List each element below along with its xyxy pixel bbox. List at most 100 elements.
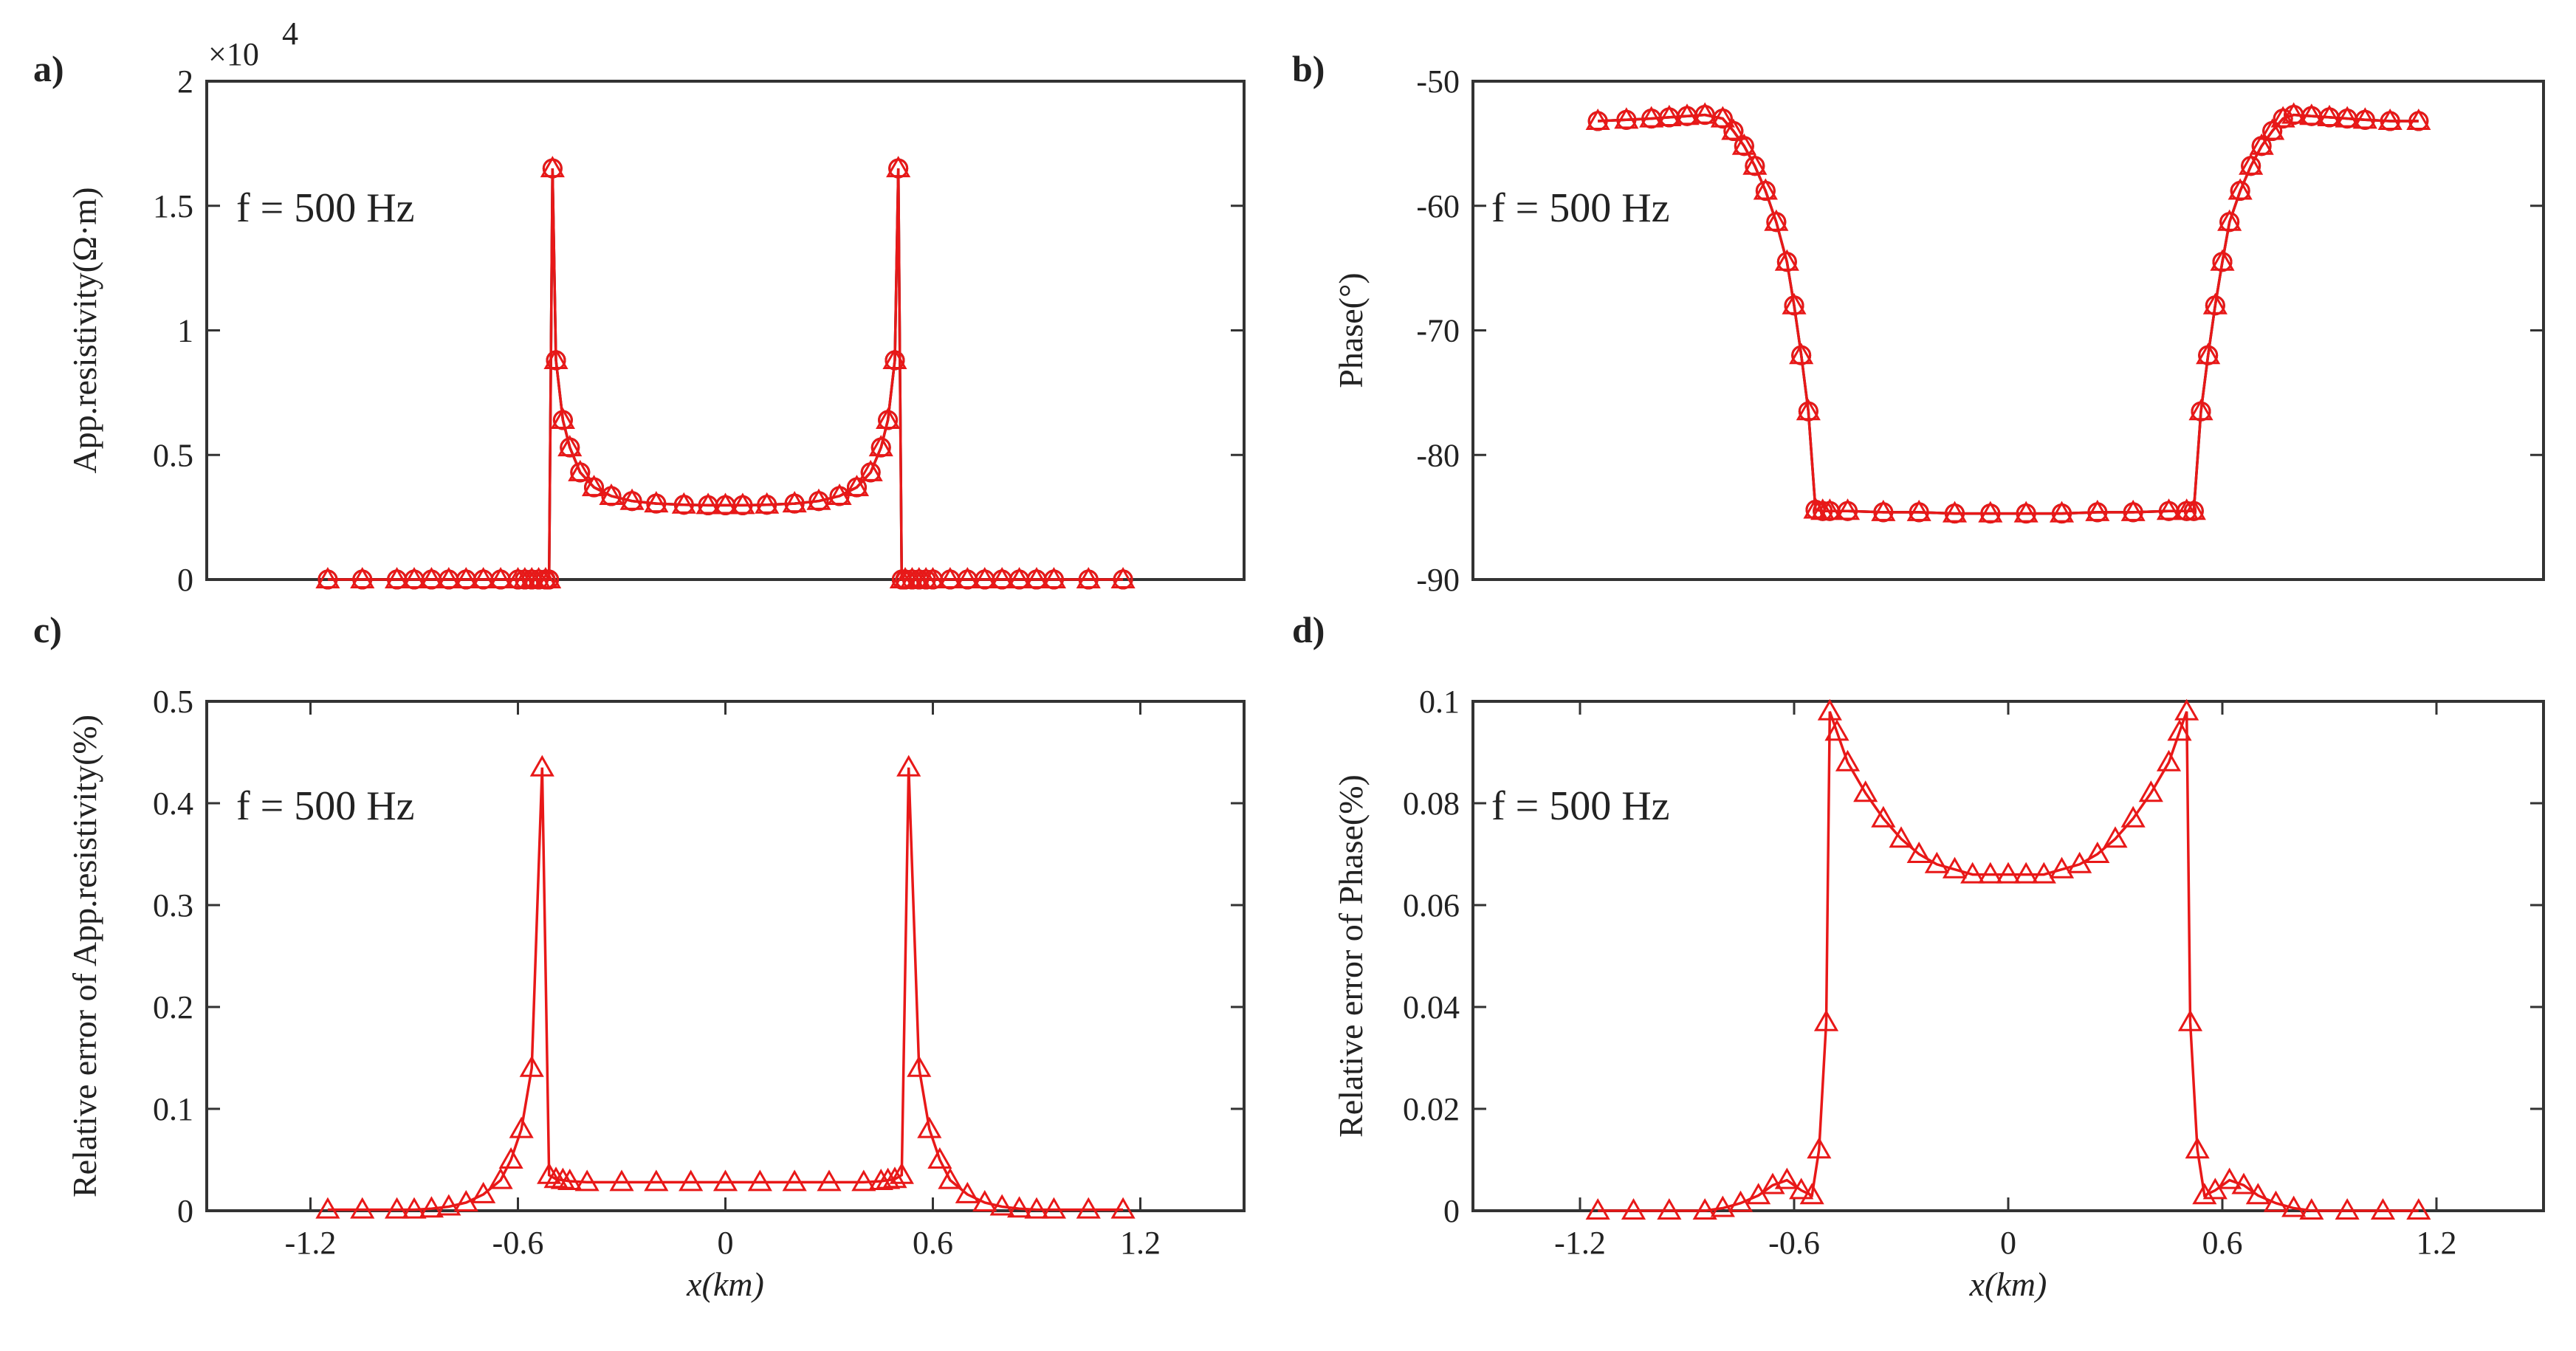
data-point — [1024, 1197, 1049, 1219]
data-point-circle — [508, 569, 528, 590]
data-point-circle — [860, 462, 881, 483]
data-point — [1774, 1167, 1799, 1189]
data-point — [2406, 1197, 2431, 1220]
data-point — [1799, 1183, 1824, 1205]
data-point-circle — [552, 410, 573, 430]
data-point — [2156, 749, 2182, 771]
data-point — [2138, 780, 2163, 802]
data-point — [1657, 1197, 1682, 1220]
data-point — [851, 1169, 876, 1192]
data-point — [1996, 862, 2021, 884]
data-point — [2167, 719, 2192, 741]
data-point-circle — [2273, 109, 2293, 129]
data-point-circle — [2052, 503, 2072, 524]
y-tick-label: 0.2 — [153, 989, 193, 1025]
data-point — [2067, 851, 2092, 873]
data-point — [1585, 1197, 1610, 1220]
data-point — [419, 1196, 444, 1218]
data-point — [2192, 1183, 2217, 1205]
data-point-circle — [1873, 502, 1894, 523]
data-point-circle — [846, 477, 867, 498]
data-point — [1728, 1190, 1754, 1212]
data-point — [609, 1169, 634, 1192]
data-point — [817, 1169, 842, 1192]
y-tick-label: -90 — [1416, 562, 1460, 598]
data-point-circle — [885, 350, 905, 371]
x-tick-label: 1.2 — [1120, 1225, 1161, 1261]
x-tick-label: -0.6 — [492, 1225, 544, 1261]
data-point — [2085, 841, 2110, 863]
data-point-circle — [646, 493, 667, 514]
data-point-circle — [1616, 109, 1637, 130]
data-point-circle — [352, 569, 373, 590]
data-point — [2217, 1167, 2242, 1189]
data-point — [1924, 851, 1949, 873]
data-point-circle — [878, 410, 899, 430]
data-point-circle — [601, 486, 622, 506]
data-point-circle — [1980, 503, 2001, 524]
data-point — [679, 1169, 704, 1192]
y-tick-label: 1.5 — [153, 188, 193, 224]
data-point — [644, 1169, 669, 1192]
x-tick-label: 0 — [718, 1225, 734, 1261]
plot-area — [205, 700, 1246, 1212]
x-tick-label: 0 — [2000, 1225, 2016, 1261]
series-line — [1598, 113, 2419, 515]
x-tick-label: 1.2 — [2417, 1225, 2457, 1261]
data-point-circle — [1791, 345, 1812, 365]
data-point-circle — [732, 495, 753, 515]
data-point-circle — [808, 491, 829, 512]
data-point-circle — [2212, 252, 2233, 272]
y-tick-label: -80 — [1416, 437, 1460, 473]
data-point-circle — [2408, 111, 2429, 131]
y-tick-label: 1 — [177, 313, 193, 349]
data-point-circle — [2251, 136, 2272, 157]
data-point — [2174, 698, 2199, 721]
data-point — [315, 1197, 340, 1219]
data-point — [2049, 856, 2075, 879]
data-point — [889, 1162, 914, 1184]
data-point-circle — [1712, 109, 1733, 129]
data-point — [529, 754, 554, 777]
panel-label: a) — [33, 48, 64, 89]
data-point — [1807, 1137, 1832, 1159]
data-point — [1817, 698, 1842, 721]
data-point — [1853, 780, 1878, 802]
data-point-circle — [1078, 569, 1099, 590]
data-point — [1824, 719, 1849, 741]
data-point-circle — [1909, 502, 1929, 523]
x-tick-label: -1.2 — [285, 1225, 337, 1261]
data-point-circle — [1813, 501, 1833, 521]
data-point — [557, 1168, 583, 1190]
data-point-circle — [1798, 401, 1818, 422]
data-point-circle — [2380, 111, 2400, 131]
data-point-circle — [2123, 502, 2143, 523]
series-numerical — [315, 156, 1136, 590]
series-numerical — [1585, 102, 2431, 524]
x-tick-label: -0.6 — [1768, 1225, 1820, 1261]
frequency-annotation: f = 500 Hz — [1491, 185, 1670, 231]
panel-b: -90 -80 -70 -60 -50 b) Phase(°) f = 500 Hz — [1292, 48, 2545, 598]
data-point — [509, 1116, 534, 1138]
data-point — [1960, 862, 1985, 884]
data-point-circle — [2241, 156, 2261, 176]
panel-label: c) — [33, 609, 62, 650]
frequency-annotation: f = 500 Hz — [236, 783, 415, 829]
data-point — [989, 1194, 1014, 1216]
y-axis-label: App.resistivity(Ω·m) — [66, 187, 103, 473]
data-point-circle — [901, 569, 922, 590]
x-tick-label: 0.6 — [2202, 1225, 2243, 1261]
panel-label: b) — [1292, 48, 1325, 89]
data-point-circle — [757, 495, 777, 515]
data-point-circle — [673, 495, 694, 515]
data-point-circle — [784, 493, 805, 514]
data-point-circle — [1113, 569, 1133, 590]
x-tick-label: 0.6 — [913, 1225, 953, 1261]
data-point — [2245, 1183, 2270, 1205]
x-tick-label: -1.2 — [1554, 1225, 1606, 1261]
data-point — [896, 754, 921, 777]
y-tick-label: -50 — [1416, 63, 1460, 100]
data-point-circle — [539, 569, 560, 590]
series-line — [327, 168, 1124, 581]
